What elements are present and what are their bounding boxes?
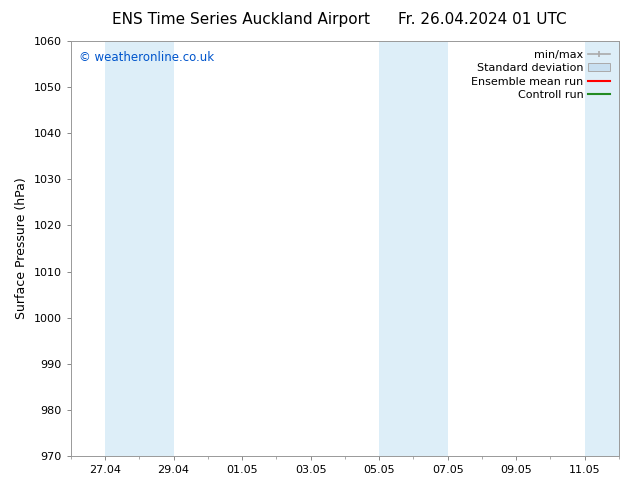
Bar	[105, 41, 174, 456]
Legend: min/max, Standard deviation, Ensemble mean run, Controll run: min/max, Standard deviation, Ensemble me…	[468, 47, 614, 103]
Y-axis label: Surface Pressure (hPa): Surface Pressure (hPa)	[15, 178, 28, 319]
Text: ENS Time Series Auckland Airport: ENS Time Series Auckland Airport	[112, 12, 370, 27]
Text: Fr. 26.04.2024 01 UTC: Fr. 26.04.2024 01 UTC	[398, 12, 566, 27]
Text: © weatheronline.co.uk: © weatheronline.co.uk	[79, 51, 214, 64]
Bar	[585, 41, 619, 456]
Bar	[379, 41, 448, 456]
